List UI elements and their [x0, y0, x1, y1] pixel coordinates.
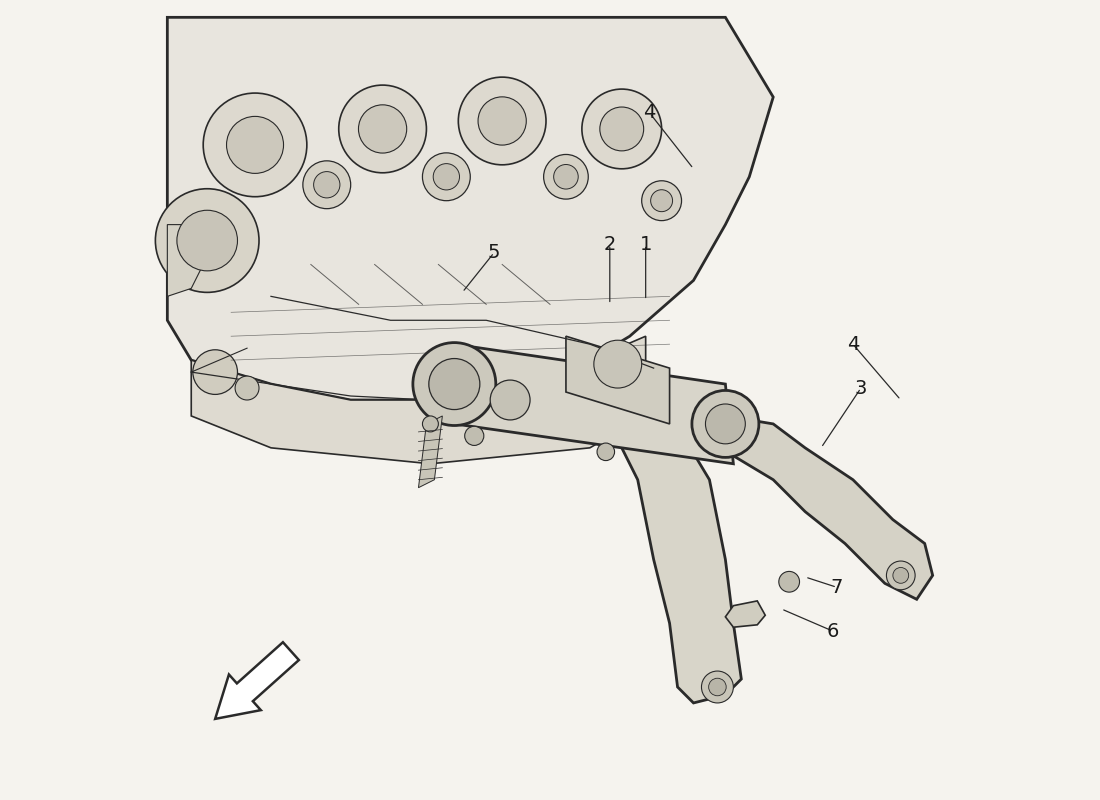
Polygon shape	[454, 344, 734, 464]
Polygon shape	[565, 336, 670, 424]
Text: 4: 4	[847, 334, 859, 354]
FancyArrow shape	[216, 642, 299, 719]
Circle shape	[177, 210, 238, 271]
Circle shape	[422, 153, 471, 201]
Polygon shape	[725, 601, 766, 627]
Circle shape	[478, 97, 526, 145]
Circle shape	[412, 342, 496, 426]
Circle shape	[594, 340, 641, 388]
Circle shape	[314, 171, 340, 198]
Polygon shape	[418, 416, 442, 488]
Circle shape	[491, 380, 530, 420]
Text: 2: 2	[604, 235, 616, 254]
Polygon shape	[614, 392, 933, 599]
Polygon shape	[167, 225, 207, 296]
Circle shape	[692, 390, 759, 458]
Text: 4: 4	[644, 103, 656, 122]
Circle shape	[155, 189, 258, 292]
Circle shape	[235, 376, 258, 400]
Circle shape	[553, 165, 579, 189]
Circle shape	[422, 416, 439, 432]
Circle shape	[893, 567, 909, 583]
Text: 5: 5	[488, 243, 501, 262]
Circle shape	[597, 443, 615, 461]
Circle shape	[192, 350, 238, 394]
Circle shape	[433, 164, 460, 190]
Text: 7: 7	[830, 578, 844, 597]
Circle shape	[708, 678, 726, 696]
Circle shape	[339, 85, 427, 173]
Circle shape	[705, 404, 746, 444]
Circle shape	[887, 561, 915, 590]
Circle shape	[359, 105, 407, 153]
Circle shape	[779, 571, 800, 592]
Circle shape	[702, 671, 734, 703]
Circle shape	[429, 358, 480, 410]
Circle shape	[641, 181, 682, 221]
Circle shape	[464, 426, 484, 446]
Circle shape	[650, 190, 672, 212]
Circle shape	[543, 154, 588, 199]
Polygon shape	[614, 416, 741, 703]
Circle shape	[582, 89, 661, 169]
Circle shape	[459, 77, 546, 165]
Text: 3: 3	[855, 378, 867, 398]
Polygon shape	[191, 336, 646, 464]
Text: 6: 6	[827, 622, 839, 641]
Text: 1: 1	[639, 235, 652, 254]
Circle shape	[227, 116, 284, 174]
Circle shape	[600, 107, 643, 151]
Polygon shape	[167, 18, 773, 400]
Circle shape	[204, 93, 307, 197]
Circle shape	[302, 161, 351, 209]
